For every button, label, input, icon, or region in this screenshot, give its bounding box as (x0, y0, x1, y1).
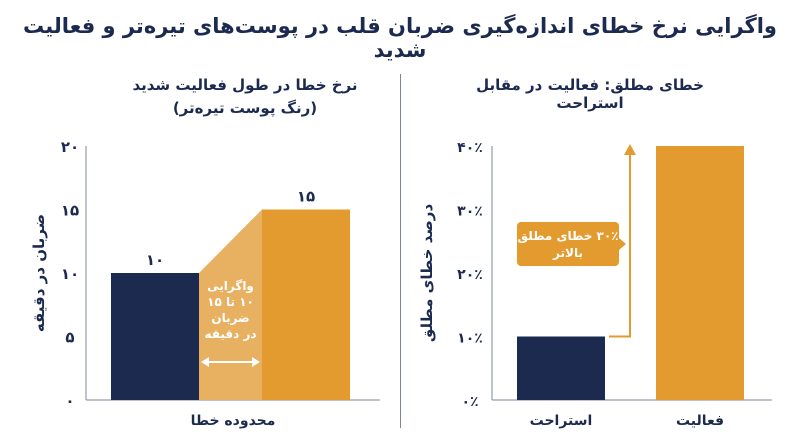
left-panel-title: نرخ خطا در طول فعالیت شدید (132, 76, 358, 94)
bar-activity (656, 146, 744, 400)
bar-intense-error (262, 209, 350, 400)
bar-baseline-error (111, 273, 199, 400)
callout-text: بالاتر (552, 246, 583, 260)
left-y-tick-label: ۱۵ (61, 202, 79, 220)
callout-box (517, 222, 619, 266)
right-y-tick-label: ۱۰٪ (457, 331, 483, 347)
left-x-axis-label: محدوده خطا (191, 413, 276, 429)
chart-title: واگرایی نرخ خطای اندازه‌گیری ضربان قلب د… (23, 14, 777, 62)
divergence-arrowhead-left (201, 357, 209, 367)
divergence-band (199, 209, 262, 400)
bar-rest (517, 336, 605, 400)
right-y-tick-label: ۲۰٪ (457, 267, 483, 283)
left-panel-subtitle: (رنگ پوست تیره‌تر) (172, 99, 318, 117)
divergence-arrowhead-right (252, 357, 260, 367)
callout-pointer (619, 238, 626, 250)
right-y-tick-label: ۰٪ (461, 394, 478, 410)
divergence-label: در دقیقه (204, 327, 256, 341)
left-y-tick-label: ۰ (65, 392, 74, 410)
difference-arrow (609, 152, 631, 338)
right-y-tick-label: ۴۰٪ (457, 140, 483, 156)
difference-arrowhead (624, 144, 636, 155)
left-y-tick-label: ۱۰ (61, 265, 79, 283)
left-y-tick-label: ۲۰ (61, 138, 79, 156)
right-x-tick-label: استراحت (530, 413, 593, 429)
left-y-axis-label: ضربان در دقیقه (30, 214, 48, 332)
bar-value-label: ۱۰ (146, 251, 164, 269)
panel-divider (400, 74, 401, 428)
right-y-tick-label: ۳۰٪ (457, 204, 483, 220)
divergence-label: ۱۰ تا ۱۵ (207, 295, 254, 309)
right-x-tick-label: فعالیت (676, 413, 724, 429)
left-y-tick-label: ۵ (65, 329, 74, 347)
divergence-label: ضربان (211, 311, 249, 325)
bar-value-label: ۱۵ (297, 188, 315, 206)
right-panel-title: خطای مطلق: فعالیت در مقابل استراحت (476, 76, 704, 112)
callout-text: ۳۰٪ خطای مطلق (517, 229, 618, 243)
right-y-axis-label: درصد خطای مطلق (418, 204, 436, 343)
divergence-label: واگرایی (207, 279, 254, 294)
